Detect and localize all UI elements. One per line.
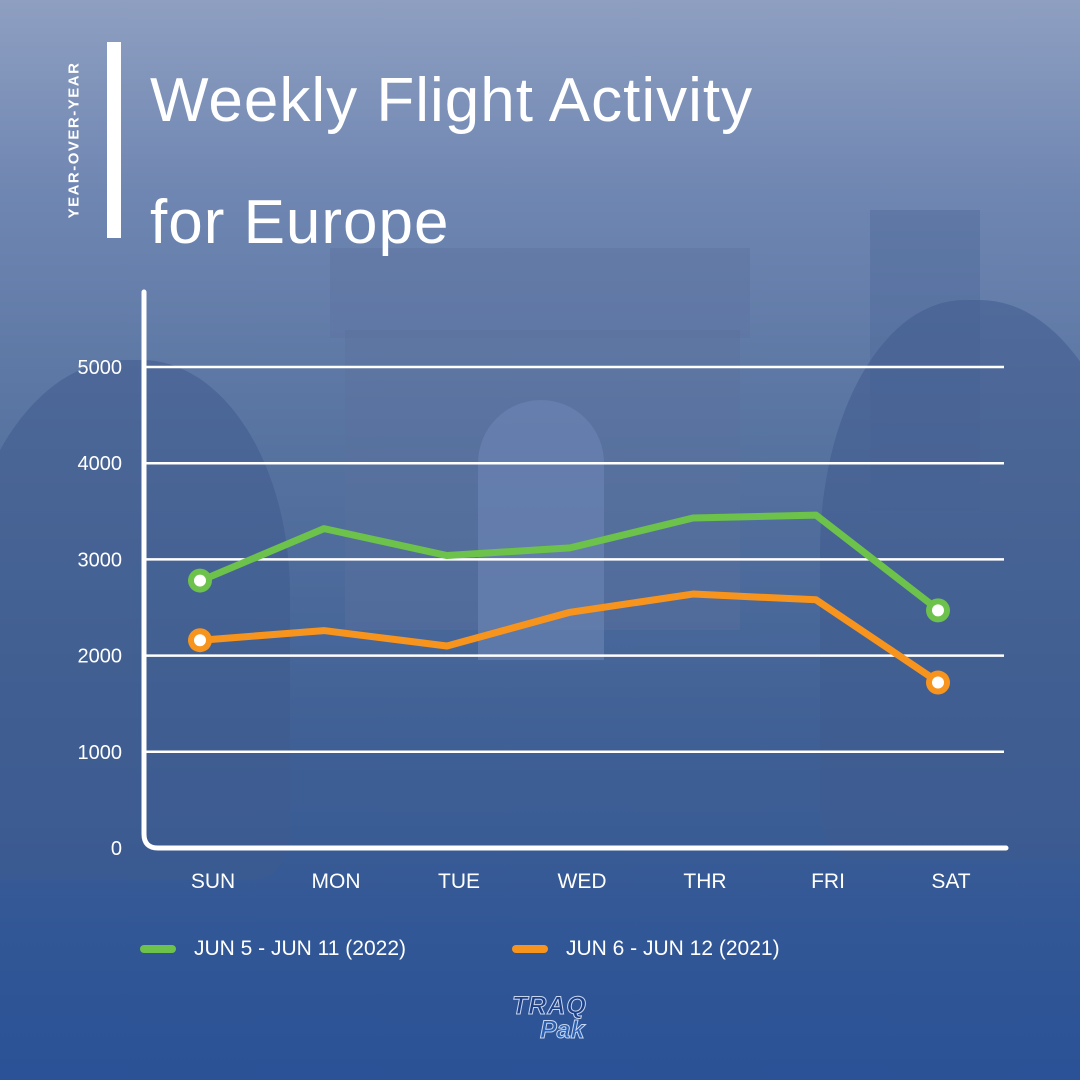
legend-swatch-2022 [140, 945, 176, 953]
x-tick-label-thr: THR [683, 870, 726, 893]
y-tick-label-3000: 3000 [78, 549, 123, 571]
series-1-marker-center-sat [932, 676, 944, 689]
x-tick-label-sun: SUN [191, 870, 235, 893]
title-accent-bar [107, 42, 121, 238]
traqpak-logo: TRAQ Pak [500, 992, 620, 1052]
y-tick-label-5000: 5000 [78, 357, 123, 379]
legend-swatch-2021 [512, 945, 548, 953]
x-tick-label-tue: TUE [438, 870, 480, 893]
series-0-marker-center-sat [932, 604, 944, 617]
legend: JUN 5 - JUN 11 (2022) JUN 6 - JUN 12 (20… [140, 932, 940, 966]
background-trees-right [820, 300, 1080, 860]
title-line-1: Weekly Flight Activity [150, 66, 754, 135]
series-1-marker-center-sun [194, 634, 206, 647]
x-tick-label-mon: MON [312, 870, 361, 893]
background-arch-top [330, 248, 750, 338]
legend-label-2022: JUN 5 - JUN 11 (2022) [194, 937, 407, 960]
logo-text-traq: TRAQ [512, 992, 587, 1021]
chart-axis [141, 289, 1009, 851]
y-tick-label-4000: 4000 [78, 453, 123, 475]
y-tick-label-0: 0 [111, 838, 122, 860]
x-tick-label-fri: FRI [811, 870, 845, 893]
y-tick-label-1000: 1000 [78, 742, 123, 764]
y-tick-label-2000: 2000 [78, 646, 123, 668]
legend-item-2022: JUN 5 - JUN 11 (2022) [140, 932, 406, 966]
series-line-1 [197, 590, 943, 687]
chart-title: Weekly Flight Activity for Europe [150, 40, 1030, 284]
series-line-0 [197, 511, 943, 614]
x-tick-label-wed: WED [558, 870, 607, 893]
logo-text-pak: Pak [539, 1016, 585, 1045]
legend-label-2021: JUN 6 - JUN 12 (2021) [566, 937, 780, 960]
x-tick-label-sat: SAT [931, 870, 970, 893]
title-line-2: for Europe [150, 188, 450, 257]
legend-item-2021: JUN 6 - JUN 12 (2021) [512, 932, 780, 966]
series-0-marker-center-sun [194, 574, 206, 587]
